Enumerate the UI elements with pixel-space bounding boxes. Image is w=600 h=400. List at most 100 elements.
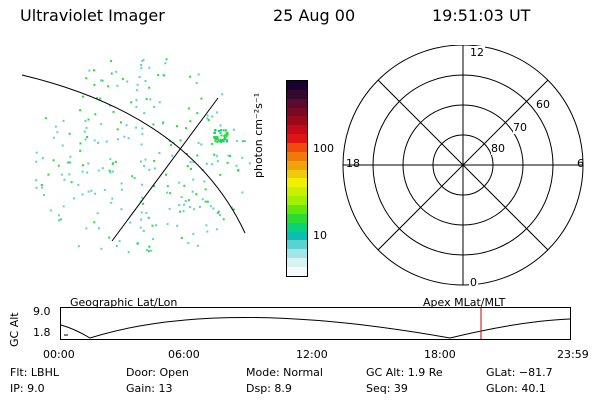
bright-patch: [222, 140, 224, 143]
orbit-x-tick-1200: 12:00: [296, 348, 328, 361]
speckle: [221, 93, 224, 96]
speckle: [152, 238, 155, 241]
colorbar: [286, 80, 308, 277]
speckle: [165, 58, 168, 61]
speckle: [179, 210, 182, 213]
orbit-y-axis-label: GC Alt: [8, 312, 21, 347]
speckle: [114, 160, 117, 163]
bright-patch: [225, 140, 228, 143]
speckle: [86, 171, 89, 174]
speckle: [187, 199, 190, 202]
speckle: [206, 230, 209, 233]
speckle: [248, 162, 251, 165]
speckle: [237, 168, 240, 171]
speckle: [176, 224, 179, 227]
speckle: [130, 101, 133, 104]
info-glat: GLat: −81.7: [486, 366, 553, 379]
bright-patch: [218, 130, 221, 132]
speckle: [196, 112, 199, 115]
orbit-y-tick-low: 1.8: [33, 326, 51, 339]
orbit-left-label: Geographic Lat/Lon: [70, 296, 178, 309]
speckle: [57, 164, 60, 167]
bright-patch: [220, 129, 223, 132]
speckle: [232, 208, 235, 211]
speckle: [118, 240, 121, 243]
bright-patch: [226, 139, 229, 142]
orbit-plot-frame: [60, 307, 571, 340]
info-door: Door: Open: [126, 366, 189, 379]
speckle: [150, 249, 153, 252]
colorbar-segment: [287, 125, 307, 135]
speckle: [94, 113, 97, 116]
speckle: [35, 160, 38, 163]
speckle: [196, 244, 199, 247]
speckle: [136, 83, 139, 86]
speckle: [100, 247, 103, 250]
speckle: [66, 161, 69, 164]
bright-patch: [216, 138, 219, 141]
colorbar-segment: [287, 89, 307, 99]
speckle: [189, 75, 192, 78]
speckle: [243, 140, 246, 142]
speckle: [40, 184, 43, 186]
speckle: [203, 180, 206, 183]
speckle: [149, 98, 152, 101]
speckle: [182, 210, 185, 213]
speckle: [186, 165, 189, 168]
speckle: [131, 175, 134, 178]
colorbar-segment: [287, 98, 307, 108]
speckle: [125, 124, 128, 127]
speckle: [93, 69, 95, 72]
bright-patch: [215, 138, 217, 140]
speckle: [73, 197, 75, 200]
speckle: [195, 82, 198, 84]
speckle: [144, 80, 147, 82]
bright-patch: [221, 139, 224, 141]
geographic-image-panel: [21, 58, 251, 254]
speckle: [136, 242, 139, 245]
speckle: [120, 182, 123, 185]
latitude-arc: [21, 74, 246, 234]
speckle: [52, 136, 55, 139]
speckle: [100, 79, 103, 82]
speckle: [195, 193, 198, 196]
speckle: [201, 198, 204, 201]
speckle: [79, 149, 82, 152]
speckle: [226, 161, 229, 164]
colorbar-segment: [287, 213, 307, 223]
speckle: [141, 183, 143, 186]
date-label: 25 Aug 00: [273, 6, 356, 25]
speckle: [215, 154, 218, 157]
bright-patch: [226, 133, 229, 136]
speckle: [84, 138, 87, 141]
speckle: [145, 98, 148, 100]
orbit-right-label: Apex MLat/MLT: [423, 296, 506, 309]
speckle: [109, 104, 111, 107]
speckle: [52, 159, 55, 162]
speckle: [142, 229, 145, 232]
speckle: [147, 250, 150, 253]
speckle: [93, 83, 96, 86]
speckle: [205, 224, 208, 227]
bright-patch: [223, 134, 226, 137]
speckle: [169, 144, 172, 147]
speckle: [178, 181, 181, 184]
speckle: [209, 205, 212, 208]
speckle: [158, 152, 161, 154]
speckle: [101, 167, 104, 170]
speckle: [204, 200, 207, 203]
speckle: [211, 115, 214, 118]
colorbar-segment: [287, 187, 307, 197]
speckle: [93, 221, 96, 224]
speckle: [107, 85, 110, 88]
colorbar-segment: [287, 249, 307, 259]
speckle: [108, 169, 111, 172]
speckle: [99, 97, 102, 100]
speckle: [41, 157, 44, 159]
speckle: [145, 211, 148, 214]
speckle: [204, 188, 207, 191]
speckle: [126, 80, 129, 83]
bright-patch: [217, 139, 220, 142]
speckle: [138, 76, 141, 78]
colorbar-segment: [287, 160, 307, 170]
